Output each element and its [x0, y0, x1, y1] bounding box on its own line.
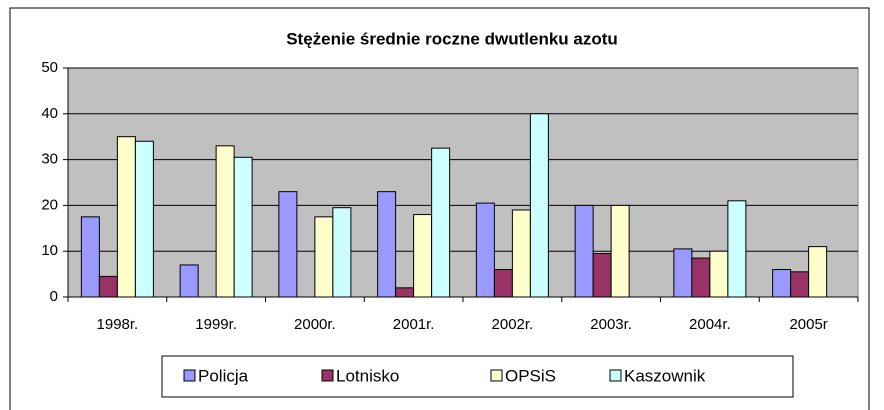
bar: [377, 191, 397, 298]
x-tick-label: 2004r.: [689, 316, 731, 333]
bar: [215, 145, 235, 298]
x-tick-label: 1998r.: [97, 316, 139, 333]
bar: [772, 269, 792, 298]
legend-swatch: [183, 369, 196, 382]
bar: [475, 202, 495, 298]
legend-swatch: [321, 369, 334, 382]
bar: [790, 271, 810, 298]
legend-label: Kaszownik: [624, 366, 706, 385]
bar: [395, 287, 415, 298]
y-tick-label: 30: [41, 151, 58, 168]
bar: [116, 136, 136, 298]
bar: [314, 216, 334, 298]
y-tick-label: 50: [41, 59, 58, 76]
bar: [98, 275, 118, 298]
bar: [431, 147, 451, 298]
legend-label: Lotnisko: [336, 366, 399, 385]
x-tick-label: 1999r.: [195, 316, 237, 333]
bar: [691, 257, 711, 298]
bar: [727, 200, 747, 298]
x-tick-label: 2001r.: [393, 316, 435, 333]
x-tick-label: 2003r.: [590, 316, 632, 333]
bar: [610, 204, 630, 298]
x-tick-label: 2000r.: [294, 316, 336, 333]
bar: [493, 269, 513, 298]
y-tick-label: 10: [41, 242, 58, 259]
bar: [332, 207, 352, 298]
bar: [80, 216, 100, 298]
legend-label: OPSiS: [505, 366, 556, 385]
bar: [673, 248, 693, 298]
y-tick-label: 20: [41, 196, 58, 213]
bar: [278, 191, 298, 298]
bar: [574, 204, 594, 298]
y-tick-label: 0: [50, 288, 58, 305]
y-tick-label: 40: [41, 105, 58, 122]
bar: [233, 156, 253, 298]
bar: [413, 214, 433, 298]
legend-swatch: [609, 369, 622, 382]
x-tick-label: 2005r: [789, 316, 827, 333]
legend: [161, 355, 794, 398]
x-tick-label: 2002r.: [492, 316, 534, 333]
bar: [134, 140, 154, 298]
bar: [511, 209, 531, 298]
bar: [179, 264, 199, 298]
bar: [592, 252, 612, 298]
chart-title: Stężenie średnie roczne dwutlenku azotu: [286, 29, 618, 48]
legend-label: Policja: [198, 366, 249, 385]
bar: [709, 250, 729, 298]
bar: [808, 246, 828, 298]
bar: [529, 113, 549, 298]
legend-swatch: [490, 369, 503, 382]
